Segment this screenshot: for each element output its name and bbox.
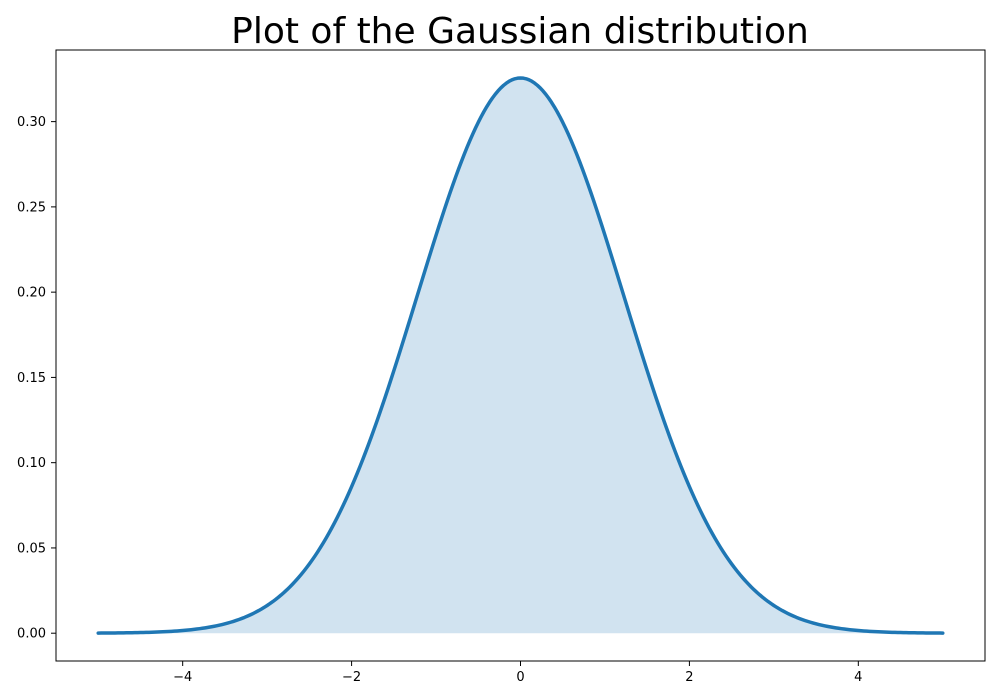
x-tick-label: 2 [685,670,693,685]
y-tick-label: 0.30 [17,115,46,130]
y-tick-label: 0.25 [17,200,46,215]
plot-area [96,76,945,635]
y-tick-label: 0.00 [17,627,46,642]
x-tick-label: 0 [516,670,524,685]
x-tick-label: −4 [173,670,192,685]
y-tick-label: 0.10 [17,456,46,471]
x-tick-label: 4 [854,670,862,685]
series-line [96,76,945,635]
axes: −4 −2 0 2 4 0.00 0.05 0.10 0.15 0.20 0.25 0.30 [17,49,986,685]
chart-title: Plot of the Gaussian distribution [231,11,809,52]
y-tick-label: 0.05 [17,541,46,556]
y-tick-label: 0.15 [17,371,46,386]
series-fill-area [98,77,943,634]
x-tick-label: −2 [342,670,361,685]
y-tick-label: 0.20 [17,286,46,301]
